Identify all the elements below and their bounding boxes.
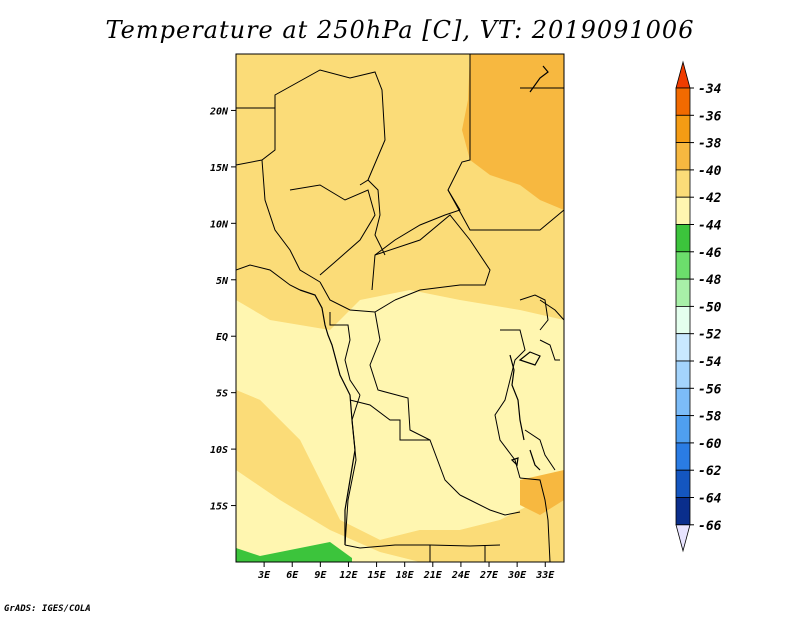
lon-tick-label: 21E [423,570,443,581]
colorbar-bottom-arrow [675,524,691,553]
colorbar-label: -36 [698,109,722,124]
field-green-sw [236,542,352,562]
temperature-field [236,54,564,562]
country-borders [236,54,564,562]
colorbar: -34 -36 -38 -40 -42 -44 -46 -48 -50 -52 -54 -56 -58 -… [675,60,722,553]
lon-tick-label: 12E [339,570,358,581]
colorbar-swatch [675,169,691,198]
lon-tick-label: 33E [535,570,555,581]
lon-tick-label: 6E [286,570,299,581]
lon-tick-label: 18E [396,570,415,581]
colorbar-label: -56 [698,382,722,397]
colorbar-label: -40 [698,164,722,179]
colorbar-swatch [675,333,691,362]
credit-label: GrADS: IGES/COLA [4,604,91,614]
colorbar-label: -60 [698,437,722,452]
colorbar-label: -66 [698,519,722,534]
latitude-axis: 20N 15N 10N 5N EQ 5S 10S 15S [209,106,236,513]
colorbar-label: -62 [698,464,722,479]
field-warm-ne [462,54,564,210]
longitude-axis: 3E 6E 9E 12E 15E 18E 21E 24E 27E 30E 33E [257,562,555,581]
coastlines [299,65,549,545]
colorbar-swatch [675,442,691,471]
lat-tick-label: EQ [216,332,228,343]
field-cool-central [236,290,564,540]
colorbar-label: -64 [698,492,722,507]
colorbar-swatch [675,87,691,116]
lat-tick-label: 15S [210,502,228,513]
field-cool-sw [236,470,420,562]
colorbar-swatch [675,114,691,144]
lat-tick-label: 5N [216,276,229,287]
colorbar-label: -44 [698,219,722,234]
colorbar-label: -52 [698,328,722,343]
colorbar-label: -38 [698,137,722,152]
lat-tick-label: 5S [216,389,228,400]
colorbar-swatch [675,305,691,335]
colorbar-label: -58 [698,410,722,425]
colorbar-swatch [675,278,691,307]
map-frame [235,53,565,563]
lat-tick-label: 10S [210,445,228,456]
lat-tick-label: 20N [209,106,229,117]
colorbar-label: -54 [698,355,722,370]
colorbar-label: -50 [698,300,722,315]
colorbar-label: -34 [698,82,722,97]
lon-tick-label: 9E [314,570,327,581]
colorbar-swatch [675,196,691,225]
lon-tick-label: 30E [507,570,527,581]
colorbar-swatch [675,142,691,171]
field-warm-se [520,470,564,515]
colorbar-label: -42 [698,191,722,206]
lat-tick-label: 10N [210,219,229,230]
colorbar-swatch [675,251,691,280]
colorbar-swatch [675,224,691,253]
colorbar-swatch [675,497,691,526]
lon-tick-label: 24E [451,570,471,581]
colorbar-swatch [675,360,691,389]
lon-tick-label: 15E [368,570,387,581]
colorbar-top-arrow [675,60,691,89]
colorbar-label: -48 [698,273,722,288]
colorbar-swatch [675,469,691,498]
lon-tick-label: 27E [479,570,499,581]
lon-tick-label: 3E [257,570,271,581]
lat-tick-label: 15N [210,163,229,174]
chart-title: Temperature at 250hPa [C], VT: 201909100… [105,16,695,44]
field-mid-south [236,390,564,562]
colorbar-swatch [675,387,691,416]
colorbar-swatch [675,415,691,444]
colorbar-label: -46 [698,246,722,261]
